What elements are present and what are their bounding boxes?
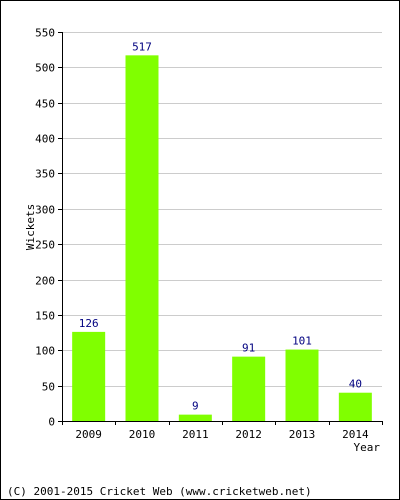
axes	[58, 32, 382, 425]
data-label-2011: 9	[192, 400, 199, 413]
y-tick-label: 100	[35, 345, 55, 358]
y-tick-label: 500	[35, 62, 55, 75]
y-tick-label: 250	[35, 239, 55, 252]
y-tick-label: 450	[35, 98, 55, 111]
y-tick-labels: 0 50 100 150 200 250 300 350 400 450 500 550	[35, 27, 62, 429]
x-tick-label: 2012	[235, 428, 262, 441]
bars	[72, 55, 372, 422]
x-tick-label: 2009	[75, 428, 102, 441]
y-tick-label: 200	[35, 275, 55, 288]
data-label-2013: 101	[292, 335, 312, 348]
bar-2013	[285, 349, 319, 421]
copyright-footer: (C) 2001-2015 Cricket Web (www.cricketwe…	[7, 485, 312, 498]
x-axis-title: Year	[354, 441, 381, 454]
grid-lines	[62, 32, 382, 387]
bar-2009	[72, 331, 106, 421]
x-tick-label: 2010	[129, 428, 156, 441]
y-tick-label: 300	[35, 204, 55, 217]
data-label-2009: 126	[79, 317, 99, 330]
y-tick-label: 150	[35, 310, 55, 323]
data-label-2012: 91	[242, 342, 255, 355]
bar-2012	[232, 356, 266, 421]
data-label-2010: 517	[132, 40, 152, 53]
bar-2011	[178, 414, 212, 421]
y-tick-label: 0	[48, 416, 55, 429]
y-axis-title: Wickets	[24, 204, 37, 250]
x-tick-label: 2011	[182, 428, 209, 441]
y-tick-label: 50	[42, 381, 55, 394]
x-tick-label: 2013	[289, 428, 316, 441]
data-label-2014: 40	[349, 378, 362, 391]
y-tick-label: 350	[35, 168, 55, 181]
x-tick-label: 2014	[342, 428, 369, 441]
data-labels: 126 517 9 91 101 40	[79, 40, 362, 412]
x-tick-labels: 2009 2010 2011 2012 2013 2014	[75, 421, 383, 441]
bar-2014	[338, 392, 372, 421]
bar-2010	[125, 55, 159, 422]
y-tick-label: 550	[35, 27, 55, 40]
y-tick-label: 400	[35, 133, 55, 146]
